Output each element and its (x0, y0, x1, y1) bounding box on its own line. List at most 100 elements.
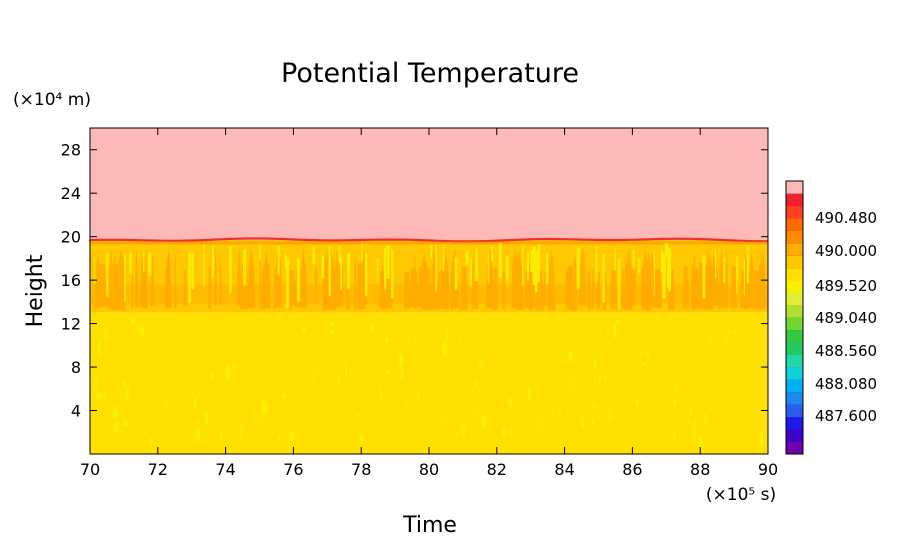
plume (259, 246, 262, 310)
plume (682, 266, 690, 309)
spot (281, 392, 287, 399)
colorbar-swatch (786, 379, 803, 393)
colorbar-swatch (786, 391, 803, 405)
plume (690, 264, 697, 308)
spot (193, 394, 198, 410)
plume (208, 265, 212, 309)
plume (621, 268, 625, 309)
streak (746, 246, 750, 284)
y-unit-label: (×10⁴ m) (13, 90, 91, 110)
colorbar-swatch (786, 305, 803, 318)
spot (405, 400, 408, 407)
streak (521, 243, 524, 287)
streak (106, 252, 109, 297)
spot (603, 375, 607, 380)
streak (470, 258, 472, 287)
colorbar-swatch (786, 292, 803, 306)
plume (422, 252, 425, 310)
plume (502, 271, 506, 309)
plume (443, 266, 449, 310)
spot (502, 426, 507, 439)
spot (479, 362, 481, 372)
y-tick-label: 16 (61, 271, 81, 290)
streak (443, 244, 445, 272)
spot (380, 386, 382, 402)
streak (661, 251, 663, 273)
streak (376, 258, 379, 282)
streak (653, 249, 655, 296)
streak (715, 250, 716, 279)
streak (143, 250, 145, 272)
spot (232, 362, 236, 369)
colorbar-swatch (786, 230, 803, 244)
spot (370, 324, 375, 333)
streak (532, 246, 536, 285)
colorbar-label: 489.520 (815, 277, 877, 295)
plume (712, 251, 715, 306)
spot (445, 327, 449, 343)
spot (328, 322, 335, 327)
streak (491, 246, 493, 262)
streak (602, 253, 605, 303)
colorbar-swatch (786, 255, 803, 269)
colorbar-frame (785, 180, 804, 455)
streak (94, 258, 96, 284)
streak (384, 247, 387, 290)
colorbar-label: 487.600 (815, 407, 877, 425)
streak (328, 246, 331, 297)
streak (736, 256, 738, 295)
plume (404, 272, 410, 305)
plume (724, 246, 729, 308)
streak (662, 253, 666, 299)
spot (725, 334, 729, 345)
spot (398, 353, 404, 367)
region-lower-layer (90, 312, 768, 454)
colorbar-label: 490.000 (815, 242, 877, 260)
plume (646, 249, 652, 311)
spot (606, 331, 611, 336)
streak (243, 248, 247, 286)
colorbar: 490.480 490.000 489.520 489.040 488.560 488.0… (785, 180, 877, 455)
x-tick-label: 72 (148, 460, 168, 479)
plume (214, 249, 217, 306)
spot (558, 408, 561, 416)
spot (137, 322, 140, 332)
plume (430, 248, 439, 310)
streak (286, 258, 290, 309)
streak (296, 258, 301, 302)
streak (124, 253, 126, 302)
streak (614, 247, 616, 271)
spot (414, 333, 416, 349)
spot (400, 367, 404, 380)
plume (656, 272, 662, 309)
spot (289, 432, 295, 441)
streak (338, 246, 341, 263)
plume (131, 271, 134, 309)
plume (596, 271, 601, 310)
spot (210, 373, 214, 379)
plume (740, 270, 748, 309)
spot (97, 340, 101, 356)
spot (328, 329, 334, 335)
plume (409, 269, 417, 307)
spot (536, 419, 540, 430)
streak (595, 246, 598, 282)
streak (632, 249, 635, 270)
spot (568, 379, 572, 390)
y-tick-label: 12 (61, 315, 81, 334)
spot (165, 398, 169, 410)
colorbar-label: 488.560 (815, 342, 877, 360)
spot (260, 419, 263, 426)
colorbar-swatch (786, 243, 803, 256)
streak (487, 254, 490, 284)
streak (505, 255, 509, 286)
colorbar-swatch (786, 267, 803, 281)
spot (641, 361, 647, 366)
spot (338, 371, 340, 385)
plume (569, 267, 574, 310)
chart-title: Potential Temperature (281, 58, 579, 89)
spot (442, 341, 448, 357)
spot (673, 428, 675, 440)
colorbar-swatch (786, 193, 803, 207)
x-tick-label: 84 (554, 460, 574, 479)
